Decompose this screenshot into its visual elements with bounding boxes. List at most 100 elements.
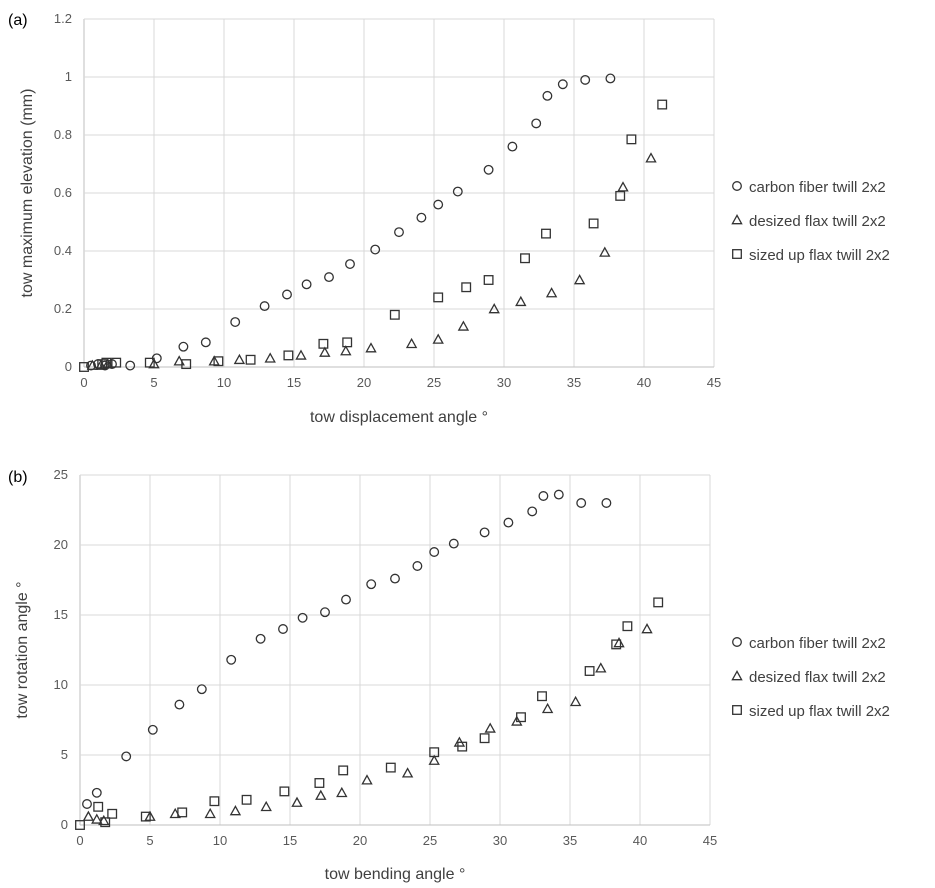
circle-data-point bbox=[301, 279, 312, 290]
legend-circle-marker bbox=[732, 637, 742, 647]
square-data-point bbox=[93, 801, 104, 812]
x-tick-label: 15 bbox=[283, 833, 297, 848]
triangle-data-point bbox=[569, 695, 582, 707]
square-data-point bbox=[385, 762, 396, 773]
square-data-point bbox=[241, 794, 252, 805]
square-data-point bbox=[279, 786, 290, 797]
circle-data-point bbox=[452, 186, 463, 197]
square-data-point bbox=[584, 666, 595, 676]
circle-data-point bbox=[91, 787, 102, 798]
circle-data-point bbox=[230, 317, 241, 328]
triangle-data-point bbox=[229, 805, 242, 816]
circle-data-point bbox=[507, 141, 518, 152]
triangle-data-point bbox=[595, 662, 607, 673]
triangle-data-point bbox=[91, 813, 103, 824]
y-tick-label: 0 bbox=[61, 817, 68, 832]
circle-data-point bbox=[200, 337, 211, 348]
legend-label: sized up flax twill 2x2 bbox=[749, 247, 890, 264]
y-tick-label: 15 bbox=[54, 607, 68, 622]
circle-data-point bbox=[580, 74, 591, 85]
triangle-data-point bbox=[484, 722, 496, 733]
circle-data-point bbox=[324, 272, 334, 283]
triangle-data-point bbox=[86, 359, 99, 370]
triangle-data-point bbox=[264, 352, 276, 363]
circle-data-point bbox=[341, 594, 351, 605]
square-data-point bbox=[461, 282, 472, 293]
circle-data-point bbox=[370, 244, 381, 255]
y-tick-label: 20 bbox=[54, 537, 68, 552]
triangle-data-point bbox=[541, 702, 554, 714]
square-data-point bbox=[429, 747, 440, 758]
x-axis-title: tow bending angle ° bbox=[325, 866, 466, 883]
triangle-data-point bbox=[148, 358, 160, 369]
triangle-data-point bbox=[233, 353, 246, 365]
circle-data-point bbox=[345, 259, 355, 270]
panel-label: (a) bbox=[8, 12, 28, 29]
triangle-data-point bbox=[645, 152, 657, 163]
triangle-data-point bbox=[545, 287, 558, 298]
y-tick-label: 10 bbox=[54, 677, 68, 692]
square-data-point bbox=[389, 309, 400, 320]
x-tick-label: 0 bbox=[76, 833, 83, 848]
triangle-data-point bbox=[204, 807, 216, 819]
square-data-point bbox=[111, 357, 122, 368]
circle-data-point bbox=[538, 491, 549, 501]
y-axis-title: tow maximum elevation (mm) bbox=[19, 89, 36, 298]
square-data-point bbox=[338, 765, 349, 776]
y-tick-label: 0.4 bbox=[54, 243, 72, 258]
legend: carbon fiber twill 2x2 desized flax twill… bbox=[731, 635, 890, 720]
x-tick-label: 20 bbox=[353, 833, 367, 848]
legend: carbon fiber twill 2x2 desized flax twill… bbox=[731, 179, 890, 264]
triangle-data-point bbox=[361, 774, 373, 785]
y-tick-label: 0 bbox=[65, 359, 72, 374]
square-data-point bbox=[140, 811, 151, 822]
triangle-data-point bbox=[428, 754, 440, 765]
legend-triangle-marker bbox=[731, 670, 743, 681]
square-data-point bbox=[209, 796, 220, 807]
series-square bbox=[75, 597, 664, 830]
square-data-point bbox=[101, 357, 112, 368]
circle-data-point bbox=[394, 227, 404, 238]
legend-triangle-marker bbox=[731, 214, 743, 225]
triangle-data-point bbox=[82, 810, 95, 821]
x-tick-label: 35 bbox=[567, 375, 581, 390]
x-tick-label: 40 bbox=[637, 375, 651, 390]
circle-data-point bbox=[483, 164, 494, 175]
y-tick-label: 1 bbox=[65, 69, 72, 84]
triangle-data-point bbox=[319, 346, 331, 357]
y-tick-label: 0.8 bbox=[54, 127, 72, 142]
circle-data-point bbox=[503, 517, 514, 528]
chart-panel-a: 0 5 10 15 20 25 30 35 40 45 0 0.2 0.4 0.6 0.8 1 1.2 tow d… bbox=[8, 11, 890, 426]
triangle-data-point bbox=[365, 342, 377, 353]
square-data-point bbox=[537, 691, 547, 702]
square-data-point bbox=[177, 807, 188, 818]
square-data-point bbox=[615, 190, 626, 201]
square-data-point bbox=[144, 357, 155, 368]
legend-square-marker bbox=[732, 705, 742, 715]
circle-data-point bbox=[320, 607, 330, 618]
series-triangle bbox=[82, 623, 653, 826]
panel-label: (b) bbox=[8, 469, 28, 486]
circle-data-point bbox=[366, 579, 377, 590]
triangle-data-point bbox=[617, 181, 629, 192]
square-data-point bbox=[75, 820, 85, 830]
x-tick-label: 45 bbox=[707, 375, 721, 390]
square-data-point bbox=[342, 337, 353, 348]
circle-data-point bbox=[255, 633, 266, 644]
x-tick-label: 5 bbox=[146, 833, 153, 848]
legend-label: carbon fiber twill 2x2 bbox=[749, 635, 886, 652]
x-tick-label: 35 bbox=[563, 833, 577, 848]
square-data-point bbox=[516, 712, 526, 723]
square-data-point bbox=[245, 354, 256, 365]
legend-label: desized flax twill 2x2 bbox=[749, 669, 886, 686]
triangle-data-point bbox=[291, 796, 303, 807]
circle-data-point bbox=[433, 199, 444, 210]
x-tick-label: 30 bbox=[497, 375, 511, 390]
circle-data-point bbox=[448, 538, 459, 549]
series-square bbox=[79, 99, 668, 372]
circle-data-point bbox=[125, 360, 136, 371]
x-tick-label: 0 bbox=[80, 375, 87, 390]
circle-data-point bbox=[174, 699, 185, 710]
square-data-point bbox=[622, 621, 633, 632]
circle-data-point bbox=[178, 341, 189, 352]
